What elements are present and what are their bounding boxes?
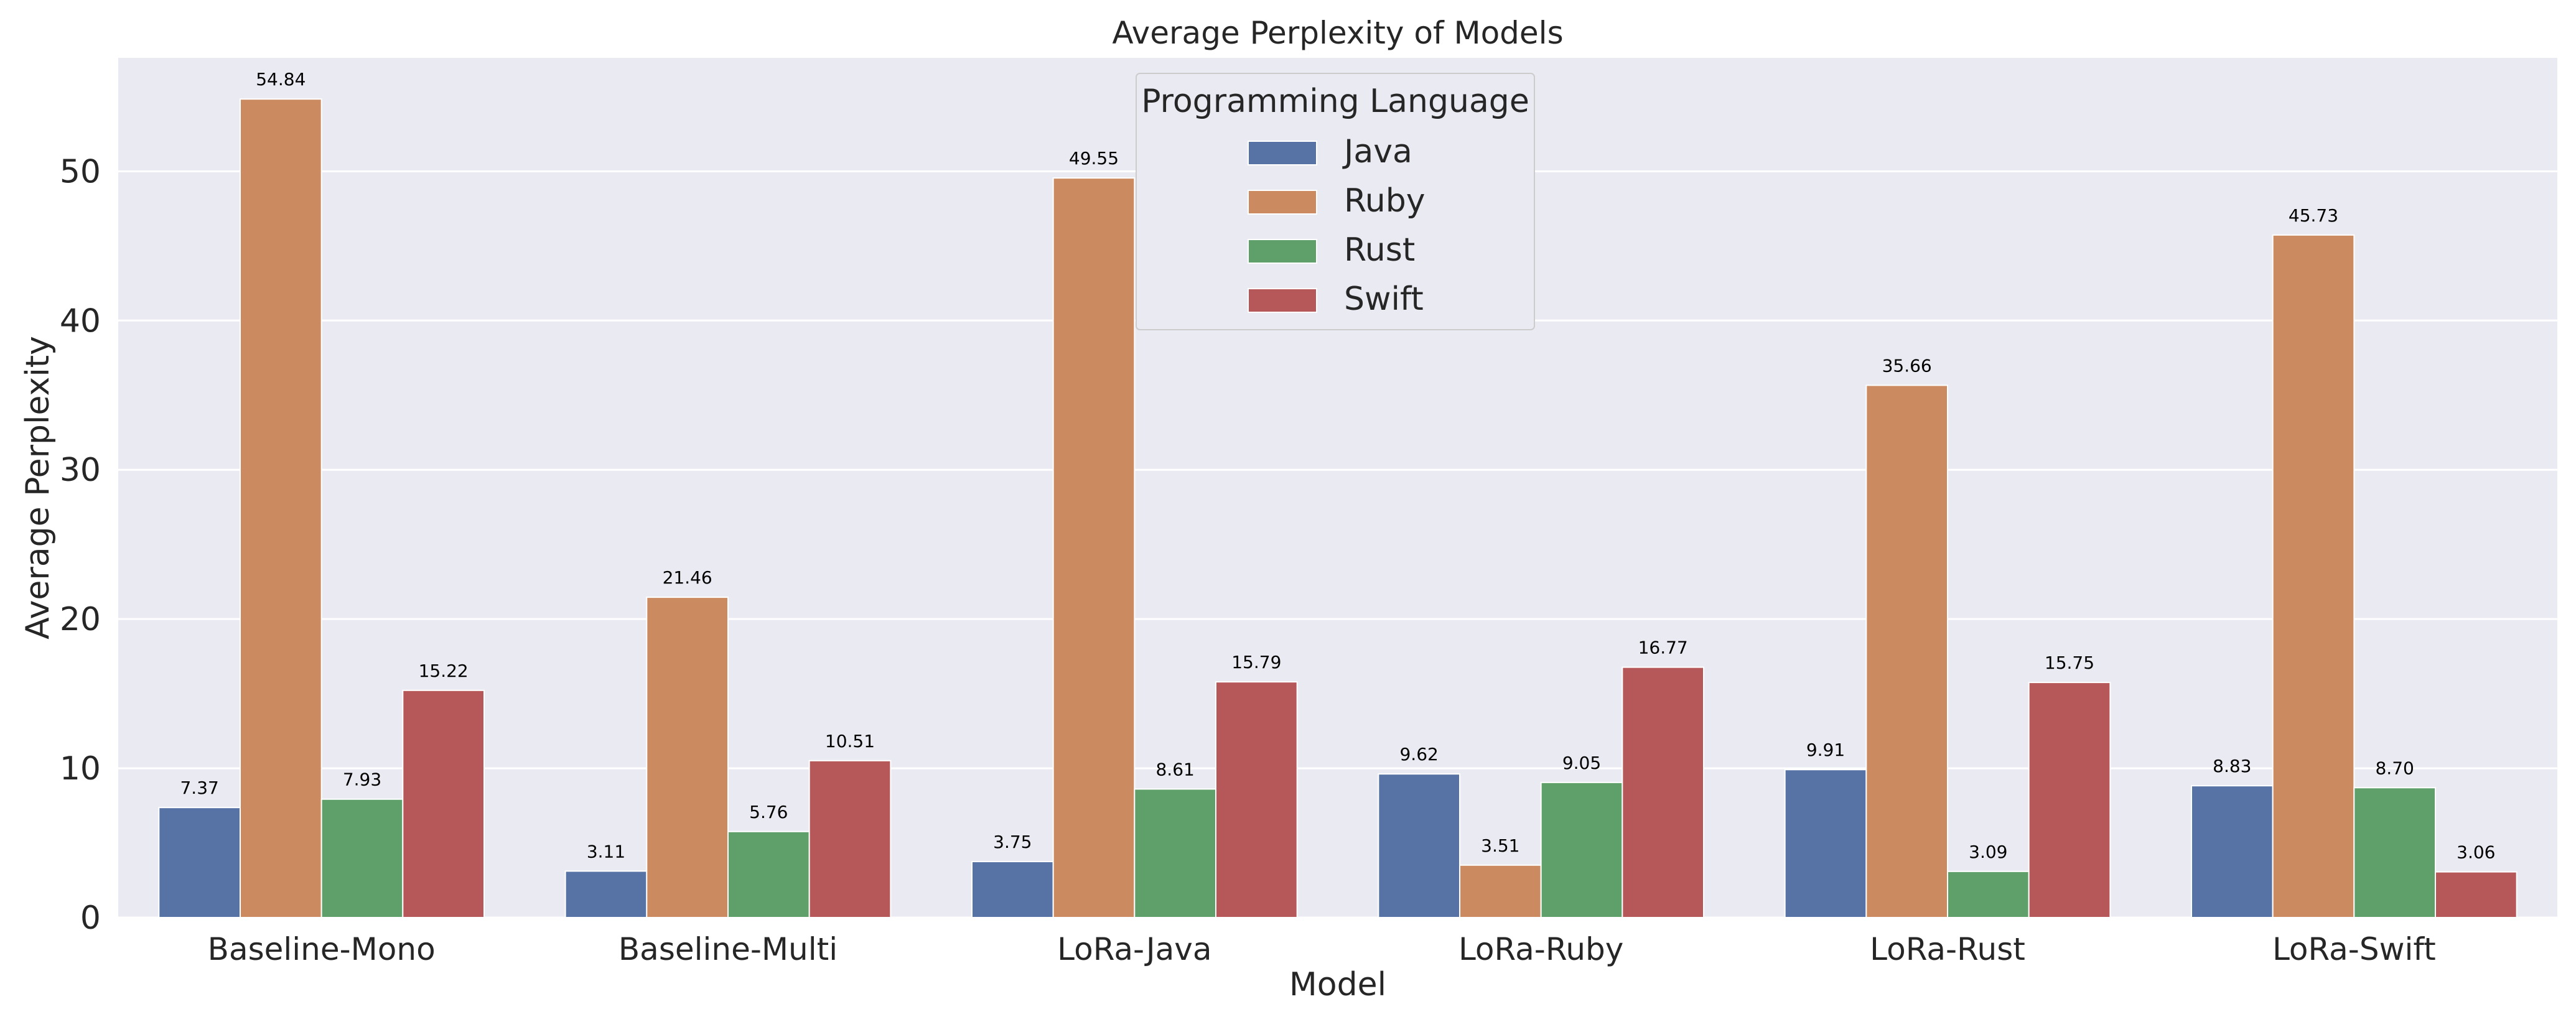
legend-swatch-rust xyxy=(1248,239,1317,264)
bar-java xyxy=(564,870,648,918)
bar-value-label: 10.51 xyxy=(825,731,875,751)
y-tick-label: 50 xyxy=(60,153,101,190)
bar-ruby xyxy=(1459,864,1542,919)
bar-value-label: 9.62 xyxy=(1399,744,1438,765)
x-tick-label: LoRa-Rust xyxy=(1870,931,2025,967)
bar-value-label: 5.76 xyxy=(749,802,788,822)
bar-rust xyxy=(1947,870,2030,918)
bars xyxy=(158,98,2518,919)
bar-java xyxy=(971,861,1054,918)
bar-swift xyxy=(1622,666,1704,919)
legend-label: Java xyxy=(1342,133,1412,170)
bar-value-label: 15.75 xyxy=(2045,653,2094,673)
chart-title: Average Perplexity of Models xyxy=(1112,15,1563,51)
bar-value-label: 21.46 xyxy=(663,567,712,588)
bar-value-label: 15.79 xyxy=(1231,652,1281,672)
bar-ruby xyxy=(2272,234,2355,918)
bar-value-label: 3.09 xyxy=(1969,842,2007,862)
bar-swift xyxy=(2435,871,2518,919)
x-tick-label: LoRa-Java xyxy=(1057,931,1211,967)
bar-ruby xyxy=(240,98,322,919)
legend: Programming Language Java Ruby Rust Swift xyxy=(1136,73,1535,330)
bar-value-label: 8.70 xyxy=(2375,758,2414,778)
bar-value-label: 8.83 xyxy=(2213,756,2251,776)
y-tick-label: 10 xyxy=(60,750,101,788)
bar-java xyxy=(1378,773,1460,918)
bar-value-label: 3.75 xyxy=(993,832,1032,852)
y-axis-ticks: 0 10 20 30 40 50 xyxy=(60,153,101,937)
legend-box xyxy=(1136,73,1535,330)
bar-value-label: 8.61 xyxy=(1155,759,1194,779)
bar-ruby xyxy=(646,597,729,918)
y-tick-label: 40 xyxy=(60,302,101,340)
x-tick-label: LoRa-Ruby xyxy=(1458,931,1623,967)
y-tick-label: 20 xyxy=(60,601,101,638)
bar-swift xyxy=(808,760,892,919)
legend-swatch-java xyxy=(1248,141,1317,165)
legend-title: Programming Language xyxy=(1141,83,1529,120)
y-tick-label: 30 xyxy=(60,452,101,489)
y-tick-label: 0 xyxy=(80,900,101,937)
bar-value-label: 3.51 xyxy=(1481,835,1519,856)
bar-value-label: 3.06 xyxy=(2457,842,2495,863)
x-tick-label: Baseline-Multi xyxy=(618,931,838,967)
bar-value-label: 45.73 xyxy=(2289,205,2338,226)
x-axis-ticks: Baseline-Mono Baseline-Multi LoRa-Java LoRa… xyxy=(208,931,2436,967)
bar-value-label: 49.55 xyxy=(1069,148,1119,169)
x-tick-label: LoRa-Swift xyxy=(2272,931,2436,967)
bar-rust xyxy=(320,798,404,919)
bar-java xyxy=(158,807,241,918)
legend-swatch-swift xyxy=(1248,288,1317,313)
bar-value-label: 9.91 xyxy=(1806,740,1845,760)
legend-items: Java Ruby Rust Swift xyxy=(1248,133,1426,318)
x-tick-label: Baseline-Mono xyxy=(208,931,436,967)
bar-java xyxy=(1784,769,1867,918)
legend-label: Swift xyxy=(1344,281,1424,318)
bar-java xyxy=(2191,785,2274,919)
x-axis-label: Model xyxy=(1289,966,1386,1003)
bar-rust xyxy=(727,830,810,919)
bar-value-label: 9.05 xyxy=(1562,753,1601,773)
y-axis-label: Average Perplexity xyxy=(19,336,57,639)
bar-value-label: 16.77 xyxy=(1638,638,1688,658)
bar-ruby xyxy=(1865,384,1948,918)
legend-label: Ruby xyxy=(1344,182,1426,220)
bar-swift xyxy=(402,689,485,918)
bar-value-label: 54.84 xyxy=(256,69,306,90)
bar-value-label: 7.93 xyxy=(343,769,381,790)
bar-value-label: 3.11 xyxy=(587,841,625,862)
bar-rust xyxy=(1134,788,1217,919)
legend-swatch-ruby xyxy=(1248,190,1317,215)
bar-value-label: 15.22 xyxy=(419,661,469,681)
bar-value-label: 35.66 xyxy=(1882,355,1932,376)
bar-swift xyxy=(2028,682,2111,918)
bar-ruby xyxy=(1052,177,1136,919)
data-labels: 7.37 54.84 7.93 15.22 3.11 21.46 5.76 10.51 3.75… xyxy=(180,69,2495,862)
bar-rust xyxy=(2353,787,2436,918)
bar-swift xyxy=(1215,681,1298,918)
bar-value-label: 7.37 xyxy=(180,778,218,798)
legend-label: Rust xyxy=(1344,231,1415,269)
bar-rust xyxy=(1540,781,1623,918)
